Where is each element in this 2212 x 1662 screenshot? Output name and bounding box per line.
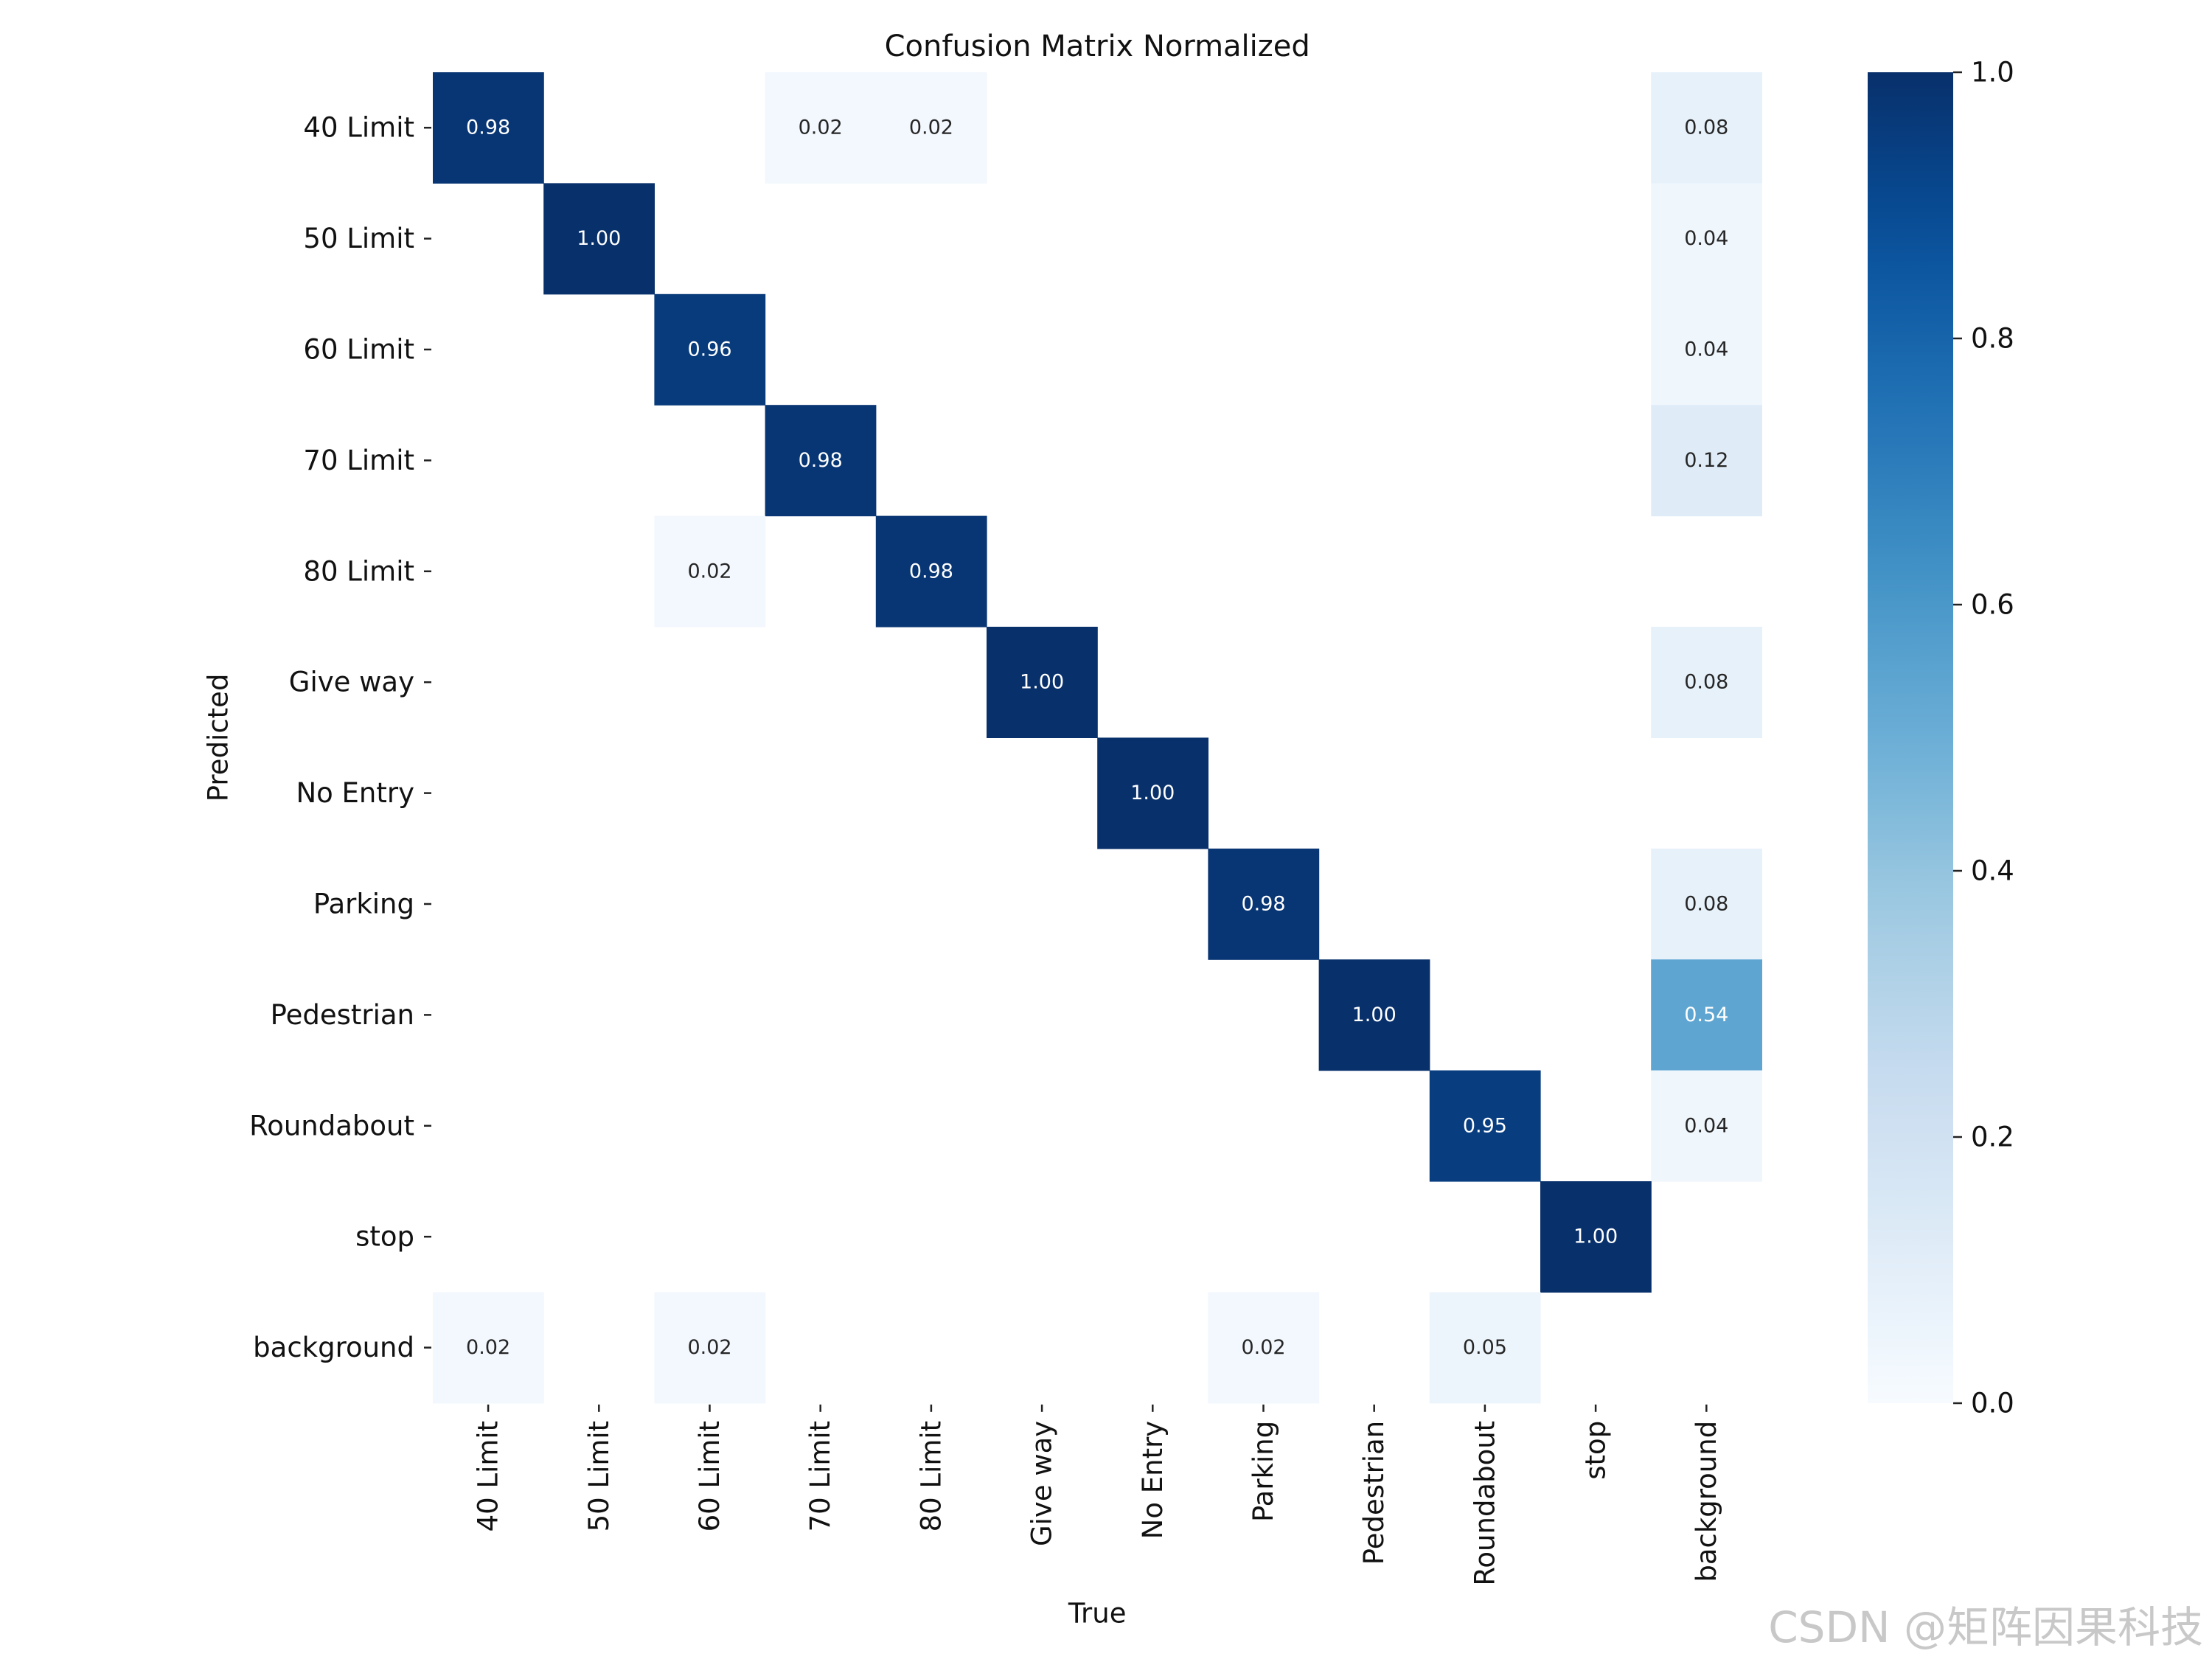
y-axis-label: Predicted [203,674,234,802]
heatmap-cell [1651,627,1762,738]
x-tick-label: 40 Limit [473,1421,504,1532]
y-tick-label: 60 Limit [303,334,414,366]
cell-value-label: 0.08 [1684,117,1728,139]
cell-value-label: 0.02 [687,560,731,583]
heatmap-cell [543,183,655,295]
heatmap-cell [1651,293,1762,406]
x-axis-label: True [1068,1598,1127,1630]
colorbar [1868,72,1953,1403]
colorbar-tick-label: 1.0 [1971,57,2014,88]
cell-value-label: 1.00 [1573,1225,1618,1248]
heatmap-cell [765,405,877,517]
cell-value-label: 1.00 [577,227,621,250]
cell-value-label: 0.08 [1684,893,1728,916]
y-tick-label: Parking [313,889,414,920]
heatmap-cell [433,1292,544,1404]
y-tick-label: 70 Limit [303,445,414,476]
heatmap-cell [1651,1070,1762,1182]
heatmap-cell [1651,183,1762,295]
x-tick-label: Parking [1248,1421,1279,1522]
colorbar-tick-label: 0.2 [1971,1122,2014,1153]
cell-value-label: 0.98 [1241,893,1285,916]
cell-value-label: 0.02 [687,1336,731,1359]
colorbar-tick-label: 0.8 [1971,323,2014,355]
cell-value-label: 0.98 [799,449,843,472]
cell-value-label: 0.98 [909,560,953,583]
heatmap-cell [1540,1181,1652,1293]
cell-value-label: 0.95 [1463,1114,1507,1137]
x-tick-label: No Entry [1137,1421,1169,1540]
x-tick-label: 70 Limit [804,1421,836,1532]
x-tick-label: background [1691,1421,1722,1582]
heatmap-cell [433,72,544,184]
cell-value-label: 0.02 [799,117,843,139]
cell-value-label: 0.02 [466,1336,510,1359]
heatmap-cell [1651,848,1762,960]
heatmap-cell [987,627,1098,738]
cell-value-label: 0.05 [1463,1336,1507,1359]
cell-value-label: 0.02 [1241,1336,1285,1359]
y-tick-label: 40 Limit [303,112,414,144]
y-tick-label: 80 Limit [303,555,414,587]
heatmap-cell [1208,848,1320,960]
y-tick-label: Roundabout [249,1110,414,1141]
cell-value-label: 1.00 [1352,1004,1397,1026]
heatmap-cell [1318,959,1430,1071]
cell-value-label: 0.04 [1684,227,1728,250]
heatmap-cell [1429,1070,1541,1182]
y-tick-label: stop [355,1221,414,1253]
y-tick-label: Pedestrian [271,999,414,1031]
colorbar-tick-label: 0.4 [1971,855,2014,887]
cell-value-label: 0.96 [687,338,731,361]
cell-value-label: 1.00 [1130,782,1175,804]
cell-value-label: 0.02 [909,117,953,139]
heatmap-cell [1651,959,1762,1071]
x-tick-label: 50 Limit [583,1421,615,1532]
colorbar-tick-label: 0.6 [1971,589,2014,621]
heatmap-cell [654,293,766,406]
y-tick-label: No Entry [296,777,414,809]
watermark: CSDN @矩阵因果科技 [1768,1602,2203,1652]
heatmap-cell [1097,737,1208,849]
heatmap-cell [1429,1292,1541,1404]
x-tick-label: 60 Limit [694,1421,726,1532]
heatmap-cell [1651,72,1762,184]
y-tick-label: Give way [289,667,414,698]
cell-value-label: 0.54 [1684,1004,1728,1026]
heatmap-cell [654,1292,766,1404]
x-tick-label: Pedestrian [1358,1421,1390,1565]
heatmap-cell [1208,1292,1320,1404]
x-tick-label: Roundabout [1469,1421,1500,1586]
chart-title: Confusion Matrix Normalized [885,29,1310,63]
cell-value-label: 0.04 [1684,338,1728,361]
x-tick-label: 80 Limit [915,1421,947,1532]
x-tick-label: stop [1580,1421,1612,1480]
y-tick-label: background [253,1332,414,1363]
x-tick-label: Give way [1026,1421,1058,1546]
heatmap-cell [765,72,877,184]
heatmap-cell [875,515,987,627]
colorbar-tick-label: 0.0 [1971,1388,2014,1419]
heatmap-cell [875,72,987,184]
cell-value-label: 1.00 [1020,671,1064,694]
cell-value-label: 0.98 [466,117,510,139]
cell-value-label: 0.12 [1684,449,1728,472]
cell-value-label: 0.04 [1684,1114,1728,1137]
cell-value-label: 0.08 [1684,671,1728,694]
heatmap-cell [1651,405,1762,517]
heatmap-cell [654,515,766,627]
y-tick-label: 50 Limit [303,223,414,254]
